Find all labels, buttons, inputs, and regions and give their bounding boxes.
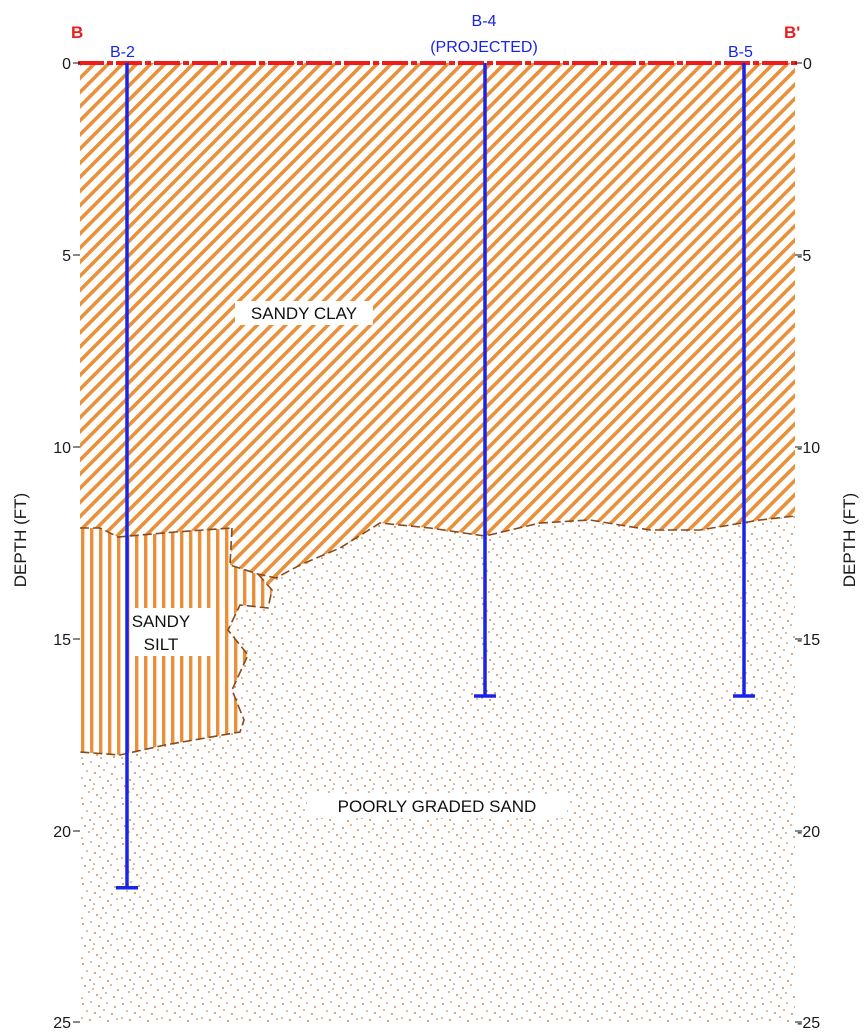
left-axis-title: DEPTH (FT) <box>11 493 30 587</box>
axis-ticks <box>73 62 802 1023</box>
right-tick-15: -15 <box>797 632 820 649</box>
poorly-graded-sand-label-bg <box>307 794 567 818</box>
right-tick-25: -25 <box>797 1015 820 1032</box>
clay-silt-contact <box>80 527 233 538</box>
right-tick-20: -20 <box>797 824 820 841</box>
boring-b4-label: B-4 <box>472 13 497 30</box>
right-tick-0: 0 <box>803 56 812 73</box>
boring-b5 <box>733 63 755 698</box>
left-tick-20: 20 <box>53 824 71 841</box>
sandy-clay-unit <box>80 63 795 608</box>
boring-b4-note: (PROJECTED) <box>430 39 538 56</box>
boring-b4 <box>474 63 496 698</box>
boring-b2 <box>116 63 138 890</box>
left-tick-10: 10 <box>53 440 71 457</box>
boring-b5-label: B-5 <box>728 44 753 61</box>
right-axis-title: DEPTH (FT) <box>840 493 859 587</box>
section-end-label: B' <box>784 23 800 42</box>
section-start-label: B <box>71 23 83 42</box>
left-tick-5: 5 <box>62 248 71 265</box>
left-tick-0: 0 <box>62 56 71 73</box>
right-tick-10: -10 <box>797 440 820 457</box>
sandy-clay-label-bg <box>235 301 373 325</box>
sandy-silt-label-bg <box>130 608 212 656</box>
silt-sand-contact <box>79 573 273 756</box>
left-tick-15: 15 <box>53 632 71 649</box>
sandy-clay-label: SANDY CLAY <box>251 304 357 323</box>
poorly-graded-sand-label: POORLY GRADED SAND <box>338 797 537 816</box>
clay-sand-contact <box>229 515 796 579</box>
left-tick-25: 25 <box>53 1015 71 1032</box>
poorly-graded-sand-unit <box>80 516 795 1022</box>
sandy-silt-label-line2: SILT <box>144 635 179 654</box>
right-tick-5: -5 <box>797 248 811 265</box>
sandy-silt-label-line1: SANDY <box>132 612 191 631</box>
boring-b2-label: B-2 <box>110 44 135 61</box>
